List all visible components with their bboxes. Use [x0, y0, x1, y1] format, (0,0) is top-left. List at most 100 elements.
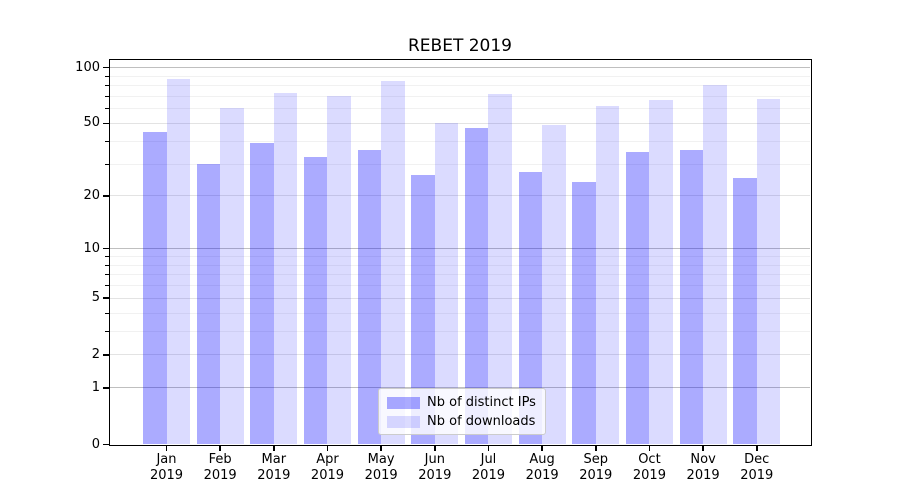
gridline-minor-y-80: [110, 85, 810, 87]
x-tick-label-jun-2019: Jun 2019: [395, 452, 475, 483]
y-tick-minor-8: [105, 264, 109, 266]
y-tick-5: [102, 297, 109, 299]
y-tick-label-0: 0: [91, 436, 100, 452]
legend-swatch-nb-of-distinct-ips: [387, 396, 420, 409]
bar-nb-of-distinct-ips-sep-2019: [572, 181, 596, 445]
bar-nb-of-downloads-sep-2019: [595, 106, 620, 445]
y-tick-minor-30: [105, 163, 109, 165]
legend-item-nb-of-distinct-ips: Nb of distinct IPs: [387, 393, 545, 412]
y-tick-50: [102, 122, 109, 125]
y-tick-20: [102, 195, 109, 197]
bar-nb-of-distinct-ips-aug-2019: [518, 172, 543, 445]
gridline-y-100: [110, 67, 810, 69]
y-tick-label-20: 20: [83, 187, 100, 203]
x-tick-month: Jul: [480, 452, 497, 467]
x-tick-label-jul-2019: Jul 2019: [448, 452, 528, 483]
x-tick-month: Feb: [208, 452, 232, 467]
x-tick-month: Apr: [316, 452, 339, 467]
x-tick-month: Dec: [744, 452, 770, 467]
x-tick-label-oct-2019: Oct 2019: [609, 452, 689, 483]
bar-nb-of-downloads-feb-2019: [220, 107, 244, 445]
x-tick-label-apr-2019: Apr 2019: [287, 452, 367, 483]
gridline-minor-y-7: [110, 274, 810, 276]
y-tick-2: [102, 354, 109, 356]
bar-nb-of-downloads-may-2019: [381, 80, 405, 445]
bar-nb-of-downloads-mar-2019: [273, 93, 298, 445]
x-tick-label-mar-2019: Mar 2019: [234, 452, 314, 483]
x-tick-label-sep-2019: Sep 2019: [556, 452, 636, 483]
bar-nb-of-distinct-ips-nov-2019: [679, 149, 704, 445]
x-tick-nov-2019: [702, 446, 704, 451]
x-tick-year: 2019: [686, 467, 720, 483]
gridline-y-10: [110, 248, 810, 250]
x-tick-jan-2019: [165, 446, 168, 451]
bar-nb-of-downloads-aug-2019: [542, 125, 566, 445]
gridline-minor-y-60: [110, 108, 810, 110]
bar-nb-of-downloads-apr-2019: [327, 96, 351, 445]
y-tick-minor-80: [105, 85, 109, 87]
gridline-minor-y-70: [110, 95, 810, 97]
legend-swatch-nb-of-downloads: [387, 415, 420, 428]
x-tick-month: Mar: [261, 452, 287, 467]
x-tick-label-nov-2019: Nov 2019: [663, 452, 743, 483]
x-tick-year: 2019: [257, 467, 291, 483]
x-tick-label-feb-2019: Feb 2019: [180, 452, 260, 483]
gridline-y-50: [110, 122, 810, 124]
x-tick-month: Aug: [529, 452, 555, 467]
legend-item-nb-of-downloads: Nb of downloads: [387, 412, 545, 431]
x-tick-year: 2019: [203, 467, 237, 483]
y-tick-10: [102, 247, 109, 250]
x-tick-month: Jan: [156, 452, 177, 467]
y-tick-minor-3: [105, 330, 109, 332]
bar-nb-of-distinct-ips-dec-2019: [733, 178, 757, 445]
bar-nb-of-distinct-ips-jun-2019: [411, 175, 435, 445]
x-tick-year: 2019: [471, 467, 505, 483]
x-tick-year: 2019: [579, 467, 613, 483]
x-tick-label-aug-2019: Aug 2019: [502, 452, 582, 483]
x-tick-aug-2019: [541, 446, 543, 451]
y-tick-label-1: 1: [91, 379, 100, 395]
bar-nb-of-distinct-ips-feb-2019: [196, 164, 221, 445]
bar-nb-of-distinct-ips-mar-2019: [250, 143, 274, 445]
y-tick-minor-90: [105, 75, 109, 77]
gridline-minor-y-3: [110, 330, 810, 332]
x-tick-year: 2019: [149, 467, 184, 483]
legend-label: Nb of downloads: [427, 414, 536, 429]
legend-label: Nb of distinct IPs: [427, 395, 536, 410]
bar-nb-of-distinct-ips-oct-2019: [625, 151, 650, 445]
x-tick-month: Sep: [583, 452, 609, 467]
bar-nb-of-downloads-jul-2019: [488, 94, 512, 445]
y-tick-minor-40: [105, 140, 109, 142]
y-tick-minor-4: [105, 312, 109, 314]
y-tick-minor-60: [105, 108, 109, 110]
bar-nb-of-downloads-jan-2019: [166, 78, 190, 445]
x-tick-year: 2019: [418, 467, 452, 483]
x-tick-jul-2019: [487, 446, 490, 451]
legend: Nb of distinct IPs Nb of downloads: [378, 388, 546, 435]
x-tick-year: 2019: [632, 467, 666, 483]
bar-nb-of-distinct-ips-jan-2019: [143, 131, 167, 445]
x-tick-year: 2019: [310, 467, 345, 483]
gridline-minor-y-4: [110, 312, 810, 314]
y-tick-100: [102, 66, 109, 69]
x-tick-label-may-2019: May 2019: [341, 452, 421, 483]
y-tick-minor-70: [105, 95, 109, 97]
gridline-y-20: [110, 195, 810, 197]
gridline-y-2: [110, 354, 810, 356]
y-tick-minor-6: [105, 285, 109, 287]
x-tick-year: 2019: [525, 467, 559, 483]
bar-nb-of-distinct-ips-apr-2019: [303, 156, 328, 445]
x-tick-month: May: [367, 452, 395, 467]
chart-title: REBET 2019: [407, 36, 512, 56]
x-tick-year: 2019: [740, 467, 774, 483]
x-tick-apr-2019: [326, 446, 329, 451]
y-tick-label-50: 50: [83, 115, 100, 131]
x-tick-month: Nov: [690, 452, 716, 467]
y-tick-1: [102, 387, 109, 389]
gridline-minor-y-40: [110, 140, 810, 142]
x-tick-may-2019: [380, 446, 382, 451]
bar-nb-of-downloads-oct-2019: [649, 100, 673, 445]
x-tick-sep-2019: [595, 446, 597, 451]
gridline-minor-y-9: [110, 256, 810, 257]
